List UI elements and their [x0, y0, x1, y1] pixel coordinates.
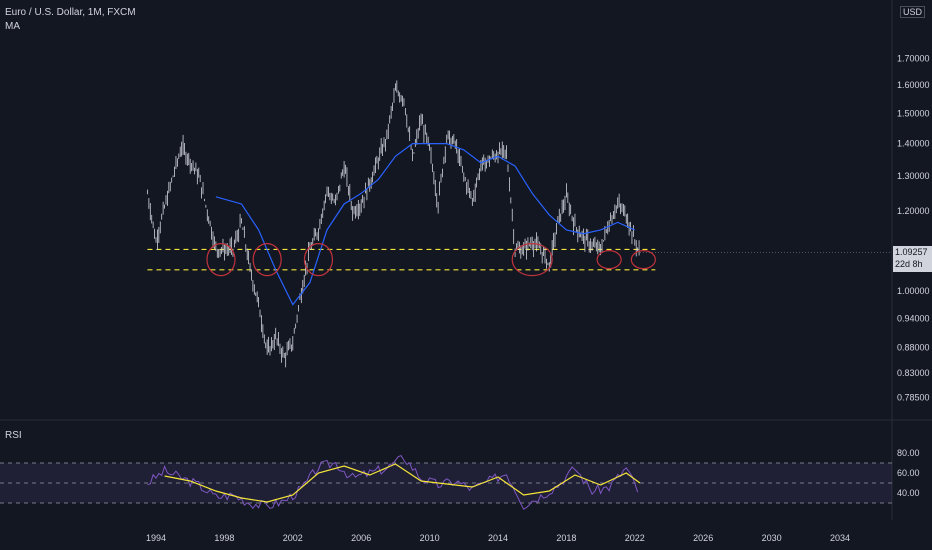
highlight-circle [303, 243, 334, 277]
price-tick-label: 1.00000 [897, 286, 930, 296]
highlight-circle [630, 250, 656, 270]
year-tick-label: 2022 [625, 533, 645, 543]
highlight-circle [252, 243, 282, 277]
year-tick-label: 2026 [693, 533, 713, 543]
rsi-indicator-label[interactable]: RSI [5, 430, 22, 441]
price-tick-label: 1.30000 [897, 171, 930, 181]
price-tick-label: 0.83000 [897, 368, 930, 378]
rsi-tick-label: 60.00 [897, 468, 920, 478]
year-tick-label: 2014 [488, 533, 508, 543]
rsi-band [0, 463, 892, 503]
highlight-circle [206, 243, 236, 277]
currency-selector[interactable]: USD [900, 6, 926, 18]
highlight-circle [596, 250, 622, 270]
year-tick-label: 2018 [556, 533, 576, 543]
year-tick-label: 1998 [214, 533, 234, 543]
last-price-tag: 1.09257 22d 8h [893, 246, 932, 272]
year-tick-label: 2034 [830, 533, 850, 543]
chart-title: Euro / U.S. Dollar, 1M, FXCM [5, 7, 136, 18]
price-tick-label: 1.40000 [897, 139, 930, 149]
price-tick-label: 1.20000 [897, 206, 930, 216]
price-tick-label: 1.60000 [897, 80, 930, 90]
year-tick-label: 2006 [351, 533, 371, 543]
ma-indicator-label[interactable]: MA [5, 21, 20, 32]
price-tick-label: 0.94000 [897, 313, 930, 323]
year-tick-label: 2002 [283, 533, 303, 543]
price-tick-label: 0.78500 [897, 392, 930, 402]
ma-line [215, 142, 636, 306]
year-tick-label: 2010 [420, 533, 440, 543]
bar-countdown: 22d 8h [895, 259, 923, 269]
year-tick-label: 1994 [146, 533, 166, 543]
highlight-circle [511, 243, 553, 277]
rsi-tick-label: 80.00 [897, 448, 920, 458]
year-tick-label: 2030 [762, 533, 782, 543]
price-tick-label: 1.50000 [897, 108, 930, 118]
price-tick-label: 0.88000 [897, 342, 930, 352]
rsi-tick-label: 40.00 [897, 488, 920, 498]
last-price-value: 1.09257 [895, 247, 928, 257]
rsi-ma-line [164, 463, 641, 503]
price-tick-label: 1.70000 [897, 53, 930, 63]
